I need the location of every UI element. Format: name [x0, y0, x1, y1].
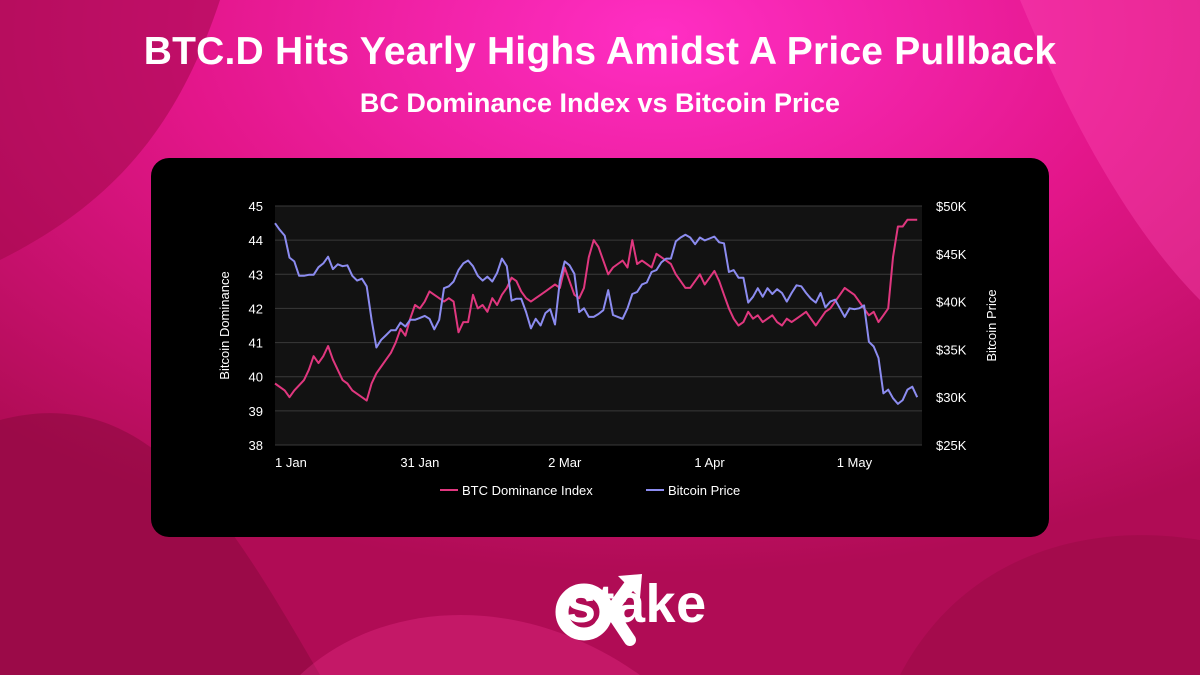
series-line-price [274, 222, 919, 405]
y-right-tick-label: $40K [936, 295, 967, 310]
legend-label: Bitcoin Price [668, 483, 740, 498]
y-left-tick-label: 43 [249, 267, 263, 282]
y-left-tick-label: 45 [249, 199, 263, 214]
y-left-axis-title: Bitcoin Dominance [217, 271, 232, 379]
y-right-tick-label: $45K [936, 247, 967, 262]
y-right-tick-label: $35K [936, 342, 967, 357]
y-right-tick-label: $30K [936, 390, 967, 405]
x-tick-label: 1 Jan [275, 455, 307, 470]
y-left-tick-label: 39 [249, 404, 263, 419]
series-line-dominance [274, 218, 918, 402]
x-tick-label: 1 Apr [694, 455, 725, 470]
y-left-tick-label: 44 [249, 233, 263, 248]
y-left-tick-label: 38 [249, 438, 263, 453]
y-right-tick-label: $25K [936, 438, 967, 453]
y-left-tick-label: 42 [249, 301, 263, 316]
x-tick-label: 1 May [837, 455, 873, 470]
y-left-tick-label: 41 [249, 336, 263, 351]
y-right-tick-label: $50K [936, 199, 967, 214]
brand-wordmark: stake [566, 574, 707, 634]
x-tick-label: 31 Jan [400, 455, 439, 470]
alpha-arrow-icon [555, 574, 642, 646]
x-tick-label: 2 Mar [548, 455, 582, 470]
page-title: BTC.D Hits Yearly Highs Amidst A Price P… [143, 30, 1057, 73]
page-subtitle: BC Dominance Index vs Bitcoin Price [359, 88, 841, 118]
y-left-tick-label: 40 [249, 370, 263, 385]
legend-label: BTC Dominance Index [462, 483, 593, 498]
y-right-axis-title: Bitcoin Price [984, 289, 999, 361]
